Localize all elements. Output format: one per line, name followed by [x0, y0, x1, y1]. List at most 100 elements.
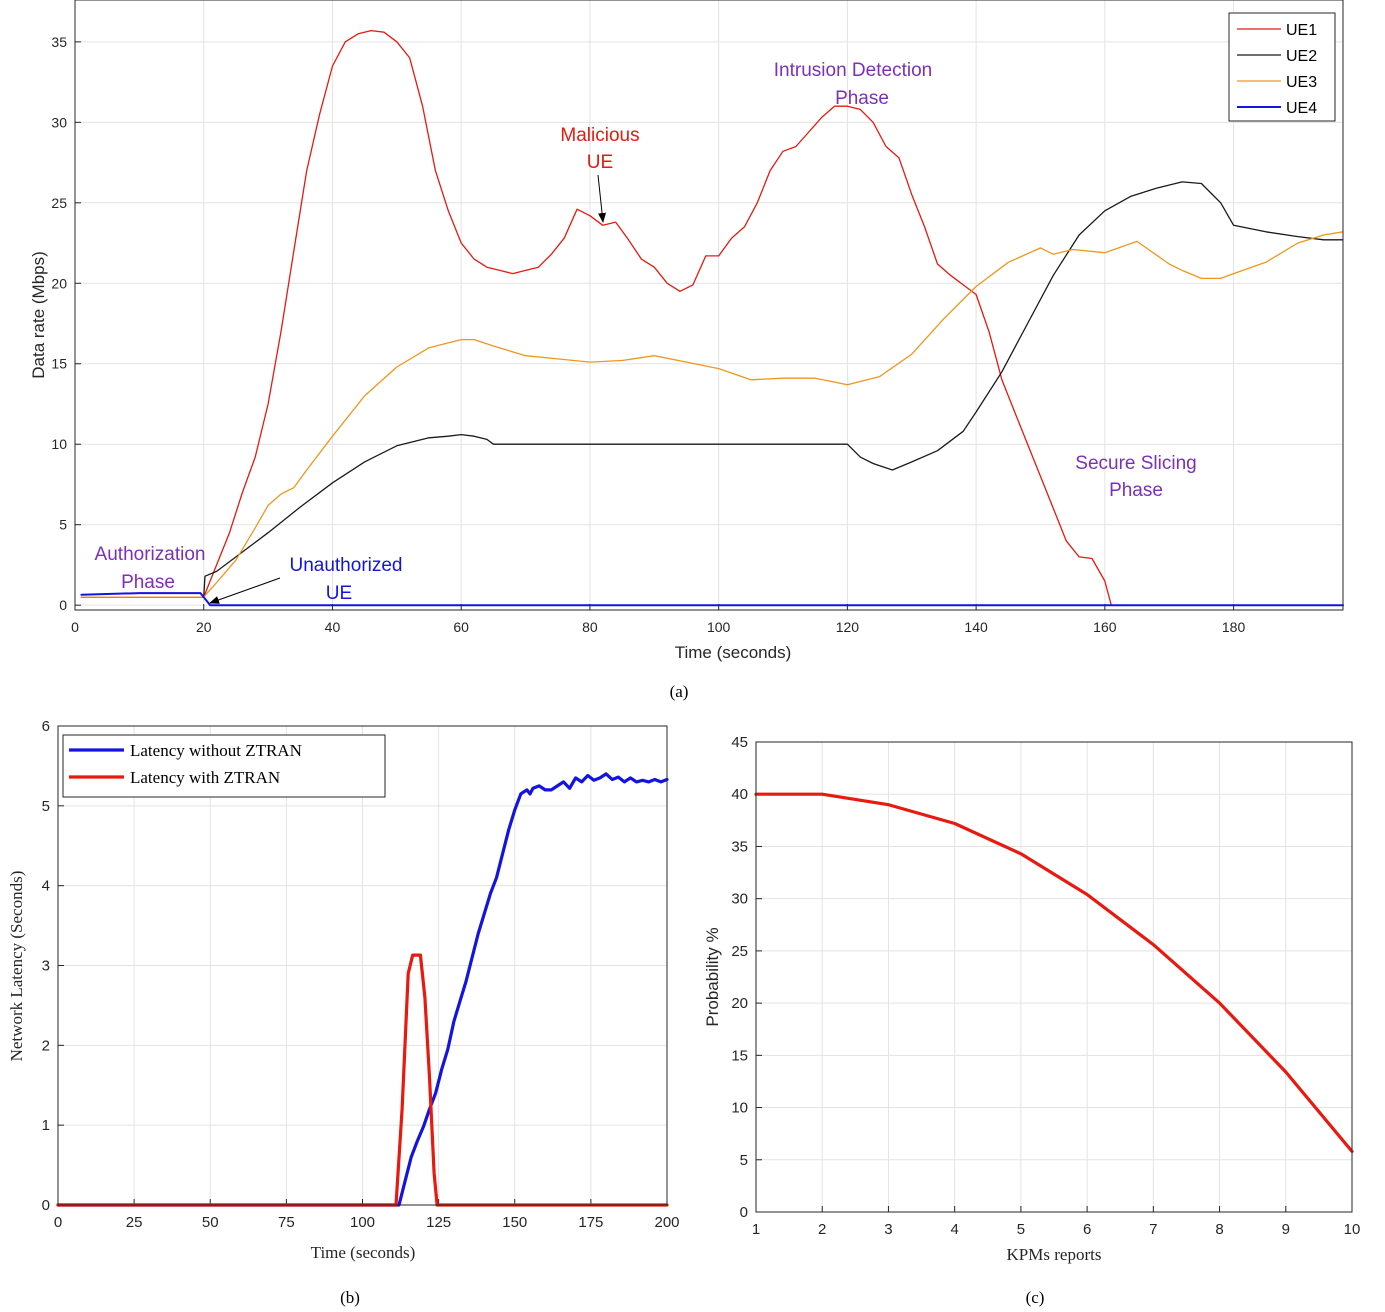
x-axis-label-a: Time (seconds) [675, 643, 792, 662]
grid-a [74, 0, 1343, 610]
annotation-unauthorized-line2: UE [326, 583, 352, 604]
x-tick-label: 2 [818, 1221, 826, 1238]
legend-label-ue3: UE3 [1286, 74, 1317, 91]
x-tick-label: 20 [196, 619, 212, 635]
x-tick-label: 4 [950, 1221, 958, 1238]
annotation-intrusion-line1: Intrusion Detection [774, 60, 932, 81]
x-tick-label: 160 [1093, 619, 1117, 635]
plot-frame-b [57, 725, 668, 1206]
y-tick-label: 5 [59, 517, 67, 533]
y-tick-label: 20 [731, 995, 748, 1012]
annotation-secure-slicing-line2: Phase [1109, 480, 1163, 501]
legend-label-ue2: UE2 [1286, 48, 1317, 65]
series-line-latency-without-ztran [56, 772, 669, 1207]
annotation-intrusion-line2: Phase [835, 88, 889, 109]
x-tick-label: 0 [54, 1214, 62, 1231]
legend-box-a [1228, 12, 1336, 122]
grid-b [57, 725, 668, 1206]
x-tick-label: 40 [325, 619, 341, 635]
y-tick-label: 5 [42, 798, 50, 815]
x-tick-label: 120 [836, 619, 860, 635]
y-tick-label: 15 [51, 356, 67, 372]
chart-a: 0 20 40 60 80 100 120 140 160 180 05101520253035 … [29, 0, 1344, 701]
x-tick-label: 60 [453, 619, 469, 635]
y-tick-label: 40 [731, 786, 748, 803]
x-tick-label: 75 [278, 1214, 295, 1231]
y-tick-label: 6 [42, 718, 50, 735]
series-c [754, 792, 1354, 1154]
legend-a: UE1 UE2 UE3 UE4 [1228, 12, 1336, 122]
x-tick-label: 1 [752, 1221, 760, 1238]
x-tick-label: 5 [1017, 1221, 1025, 1238]
x-tick-label: 7 [1149, 1221, 1157, 1238]
annotation-secure-slicing-line1: Secure Slicing [1075, 453, 1196, 474]
arrow-malicious [597, 174, 607, 223]
x-tick-label: 175 [578, 1214, 603, 1231]
annotation-malicious-line2: UE [587, 152, 613, 173]
y-tick-label: 10 [51, 436, 67, 452]
x-tick-label: 25 [126, 1214, 143, 1231]
x-ticks-a: 0 20 40 60 80 100 120 140 160 180 [71, 604, 1245, 635]
caption-c: (c) [1026, 1288, 1045, 1307]
x-tick-label: 9 [1282, 1221, 1290, 1238]
legend-label-with-ztran: Latency with ZTRAN [130, 768, 280, 787]
series-b [56, 772, 669, 1207]
y-ticks-c: 0 5 10 15 20 25 30 35 40 45 [731, 734, 762, 1221]
plot-frame-a [74, 0, 1344, 611]
y-axis-label-b: Network Latency (Seconds) [7, 871, 26, 1062]
x-tick-label: 100 [707, 619, 731, 635]
caption-a: (a) [670, 682, 689, 701]
legend-label-without-ztran: Latency without ZTRAN [130, 741, 302, 760]
y-tick-label: 45 [731, 734, 748, 751]
series-a [80, 29, 1344, 607]
arrow-unauthorized [209, 577, 281, 604]
x-axis-label-b: Time (seconds) [311, 1243, 416, 1262]
x-tick-label: 10 [1344, 1221, 1361, 1238]
y-tick-label: 30 [51, 114, 67, 130]
y-tick-label: 35 [51, 34, 67, 50]
y-tick-label: 30 [731, 891, 748, 908]
y-tick-label: 1 [42, 1117, 50, 1134]
x-tick-label: 125 [426, 1214, 451, 1231]
y-tick-label: 25 [51, 195, 67, 211]
y-axis-label-a: Data rate (Mbps) [29, 251, 48, 379]
y-tick-label: 10 [731, 1100, 748, 1117]
x-tick-label: 50 [202, 1214, 219, 1231]
y-tick-label: 0 [740, 1204, 748, 1221]
y-tick-label: 25 [731, 943, 748, 960]
annotation-unauthorized-line1: Unauthorized [289, 555, 402, 576]
y-tick-label: 5 [740, 1152, 748, 1169]
legend-label-ue1: UE1 [1286, 22, 1317, 39]
x-axis-label-c: KPMs reports [1007, 1245, 1102, 1264]
y-ticks-b: 0 1 2 3 4 5 6 [42, 718, 64, 1214]
x-tick-label: 6 [1083, 1221, 1091, 1238]
x-tick-label: 80 [582, 619, 598, 635]
legend-label-ue4: UE4 [1286, 100, 1317, 117]
y-axis-label-c: Probability % [703, 927, 722, 1026]
y-tick-label: 15 [731, 1047, 748, 1064]
x-tick-label: 3 [884, 1221, 892, 1238]
x-ticks-b: 0 25 50 75 100 125 150 175 200 [54, 1199, 680, 1231]
x-tick-label: 0 [71, 619, 79, 635]
series-line-ue3 [80, 231, 1344, 598]
series-line-ue2 [80, 181, 1344, 598]
x-tick-label: 100 [350, 1214, 375, 1231]
x-tick-label: 140 [964, 619, 988, 635]
grid-c [755, 741, 1353, 1213]
x-ticks-c: 1 2 3 4 5 6 7 8 9 10 [752, 1206, 1361, 1238]
y-tick-label: 3 [42, 958, 50, 975]
x-tick-label: 8 [1215, 1221, 1223, 1238]
series-line-probability [754, 792, 1354, 1154]
legend-b: Latency without ZTRAN Latency with ZTRAN [62, 734, 386, 798]
series-line-ue4 [80, 592, 1344, 607]
annotations-a: Authorization Phase Unauthorized UE Mali… [95, 60, 1197, 604]
legend-box-b [62, 734, 386, 798]
series-line-latency-with-ztran [56, 953, 669, 1207]
x-tick-label: 150 [502, 1214, 527, 1231]
chart-b: 0 25 50 75 100 125 150 175 200 0 1 2 3 4 5 6 Latency w… [7, 718, 680, 1307]
x-tick-label: 180 [1222, 619, 1246, 635]
y-ticks-a: 0 5 10 15 20 25 30 35 [51, 34, 81, 613]
caption-b: (b) [340, 1288, 360, 1307]
x-tick-label: 200 [654, 1214, 679, 1231]
